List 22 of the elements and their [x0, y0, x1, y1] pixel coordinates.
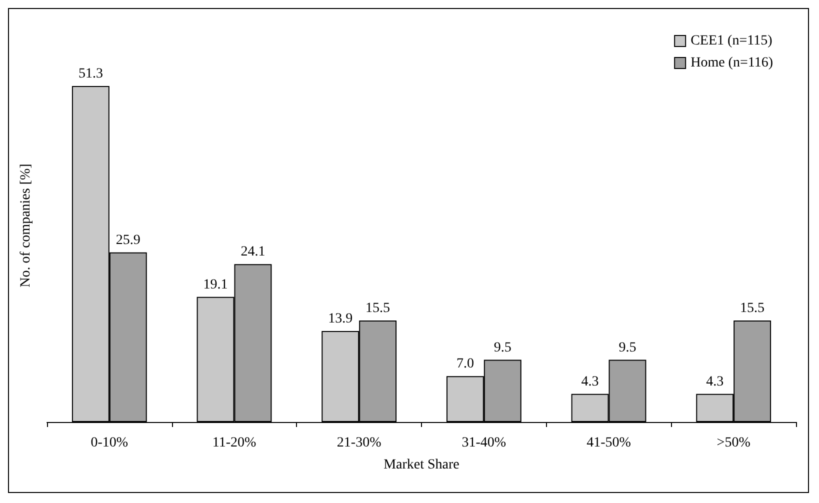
x-tick-label: 11-20% — [212, 436, 256, 450]
data-label: 25.9 — [116, 232, 140, 248]
data-label: 7.0 — [456, 356, 474, 372]
data-label: 4.3 — [706, 374, 724, 390]
data-label: 9.5 — [618, 340, 636, 356]
legend-label: Home (n=116) — [690, 56, 774, 70]
data-label: 51.3 — [78, 66, 103, 82]
data-label: 13.9 — [328, 311, 353, 326]
x-tick-label: 41-50% — [586, 436, 632, 450]
data-label: 9.5 — [494, 340, 512, 356]
data-label: 24.1 — [240, 244, 266, 260]
x-tick-label: 0-10% — [90, 436, 128, 450]
data-label: 19.1 — [203, 277, 228, 292]
data-label: 15.5 — [366, 300, 390, 316]
y-axis-title: No. of companies [%] — [18, 164, 34, 288]
legend-label: CEE1 (n=115) — [690, 34, 773, 48]
x-tick-label: >50% — [716, 436, 751, 450]
x-tick-label: 31-40% — [462, 436, 506, 450]
data-label: 15.5 — [740, 300, 765, 316]
data-label: 4.3 — [581, 374, 599, 390]
x-axis-title: Market Share — [384, 458, 460, 472]
x-tick-label: 21-30% — [336, 436, 382, 450]
